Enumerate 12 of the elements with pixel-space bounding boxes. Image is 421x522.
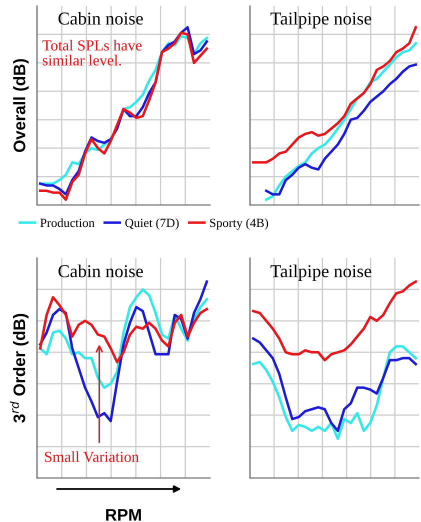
legend-label: Sporty (4B)	[210, 218, 268, 230]
legend-label: Quiet (7D)	[125, 218, 179, 230]
x-axis-title: RPM	[106, 509, 141, 521]
y-axis-title: Overall (dB)	[13, 59, 29, 152]
chart-title: Cabin noise	[58, 264, 143, 278]
chart-title: Cabin noise	[58, 12, 143, 25]
chart-title: Tailpipe noise	[270, 264, 372, 281]
y-axis-title: 3$^{rd}$ Order (dB)	[10, 314, 29, 423]
annotation: Total SPLs have similar level.	[42, 40, 142, 66]
annotation: Small Variation	[44, 451, 139, 462]
legend-label: Production	[40, 218, 95, 228]
chart-title: Tailpipe noise	[270, 12, 372, 28]
